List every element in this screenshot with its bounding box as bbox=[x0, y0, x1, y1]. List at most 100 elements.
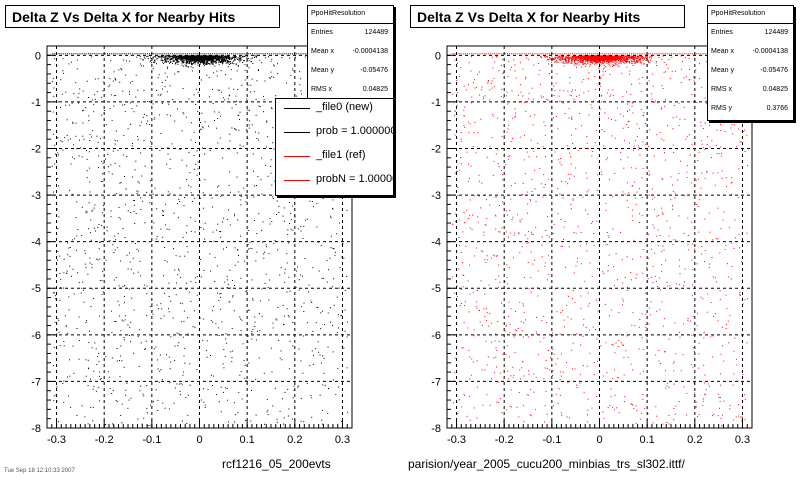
data-point bbox=[129, 102, 131, 104]
data-point bbox=[127, 128, 129, 130]
data-point bbox=[594, 75, 596, 77]
data-point bbox=[575, 167, 577, 169]
data-point bbox=[662, 423, 664, 425]
data-point bbox=[719, 122, 721, 123]
data-point bbox=[111, 393, 113, 394]
stats-box[interactable]: PpoHitResolution Entries 124489 Mean x -0.… bbox=[307, 5, 394, 107]
data-point bbox=[124, 295, 125, 297]
data-point bbox=[220, 59, 222, 61]
data-point bbox=[691, 295, 693, 297]
data-point bbox=[617, 346, 619, 347]
data-point bbox=[556, 60, 558, 62]
data-point bbox=[481, 369, 483, 371]
data-point bbox=[600, 77, 602, 79]
data-point bbox=[274, 53, 276, 55]
data-point bbox=[496, 349, 498, 351]
data-point bbox=[112, 150, 114, 152]
data-point bbox=[454, 213, 456, 215]
data-point bbox=[71, 275, 72, 277]
data-point bbox=[70, 163, 72, 165]
data-point bbox=[640, 63, 642, 65]
data-point bbox=[475, 152, 477, 154]
data-point bbox=[276, 319, 278, 321]
data-point bbox=[538, 74, 540, 76]
data-point bbox=[663, 71, 665, 73]
data-point bbox=[211, 63, 213, 65]
data-point bbox=[77, 272, 79, 274]
data-point bbox=[719, 397, 721, 398]
data-point bbox=[172, 56, 174, 58]
data-point bbox=[716, 129, 718, 131]
data-point bbox=[68, 104, 70, 106]
y-tick-label: -5 bbox=[31, 283, 41, 295]
data-point bbox=[94, 98, 96, 100]
data-point bbox=[122, 90, 124, 92]
data-point bbox=[608, 64, 610, 66]
data-point bbox=[320, 362, 322, 364]
data-point bbox=[261, 157, 263, 159]
data-point bbox=[213, 56, 215, 58]
data-point bbox=[196, 88, 197, 90]
data-point bbox=[553, 94, 555, 96]
data-point bbox=[468, 349, 470, 351]
data-point bbox=[52, 133, 54, 135]
data-point bbox=[297, 386, 299, 388]
data-point bbox=[553, 59, 555, 60]
data-point bbox=[100, 181, 102, 182]
data-point bbox=[266, 399, 268, 401]
data-point bbox=[116, 360, 118, 362]
data-point bbox=[518, 232, 520, 234]
data-point bbox=[94, 230, 96, 232]
data-point bbox=[191, 60, 193, 62]
data-point bbox=[171, 143, 173, 145]
data-point bbox=[519, 136, 521, 138]
data-point bbox=[97, 226, 99, 228]
data-point bbox=[526, 57, 527, 59]
data-point bbox=[683, 195, 685, 197]
data-point bbox=[202, 60, 204, 62]
data-point bbox=[152, 58, 154, 60]
plot-title: Delta Z Vs Delta X for Nearby Hits bbox=[5, 5, 280, 28]
data-point bbox=[614, 352, 616, 354]
data-point bbox=[284, 315, 285, 317]
data-point bbox=[522, 182, 524, 184]
data-point bbox=[517, 328, 519, 329]
data-point bbox=[306, 218, 308, 220]
data-point bbox=[204, 153, 206, 155]
data-point bbox=[204, 121, 206, 123]
data-point bbox=[711, 157, 712, 158]
data-point bbox=[614, 58, 616, 60]
data-point bbox=[91, 347, 93, 349]
data-point bbox=[623, 59, 624, 61]
data-point bbox=[85, 107, 87, 109]
data-point bbox=[464, 301, 466, 303]
data-point bbox=[191, 63, 192, 65]
data-point bbox=[327, 312, 329, 314]
data-point bbox=[510, 141, 512, 143]
data-point bbox=[486, 312, 488, 314]
data-point bbox=[686, 414, 688, 416]
data-point bbox=[301, 306, 302, 308]
data-point bbox=[109, 84, 111, 86]
data-point bbox=[241, 319, 243, 321]
data-point bbox=[636, 55, 638, 57]
data-point bbox=[649, 173, 651, 175]
data-point bbox=[460, 67, 462, 69]
data-point bbox=[191, 63, 193, 64]
data-point bbox=[482, 404, 484, 406]
data-point bbox=[114, 162, 116, 164]
data-point bbox=[166, 261, 168, 263]
data-point bbox=[604, 304, 606, 305]
data-point bbox=[271, 76, 273, 78]
data-point bbox=[134, 222, 136, 224]
legend[interactable]: _file0 (new) prob = 1.000000 _file1 (ref… bbox=[275, 98, 394, 196]
data-point bbox=[693, 80, 695, 82]
data-point bbox=[665, 370, 666, 372]
data-point bbox=[486, 255, 488, 257]
data-point bbox=[163, 214, 164, 216]
data-point bbox=[181, 55, 183, 57]
data-point bbox=[546, 367, 548, 369]
data-point bbox=[99, 258, 101, 260]
data-point bbox=[632, 185, 634, 187]
data-point bbox=[76, 148, 78, 150]
